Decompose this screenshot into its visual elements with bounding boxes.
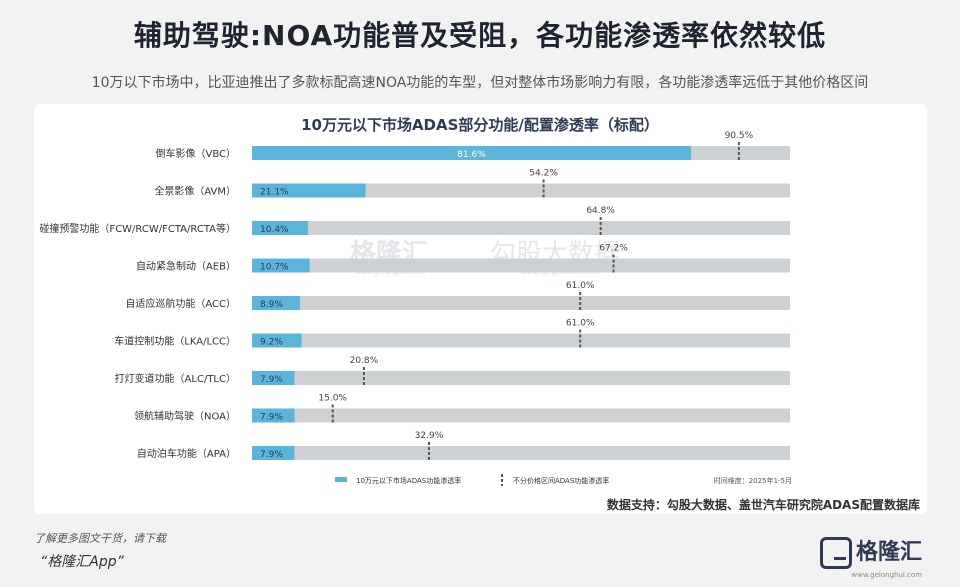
bar-track xyxy=(252,221,790,235)
value-label-under-100k: 8.9% xyxy=(260,300,283,310)
value-label-under-100k: 7.9% xyxy=(260,450,283,460)
value-label-all-price: 15.0% xyxy=(318,394,347,404)
brand-url: www.gelonghui.com xyxy=(851,571,922,579)
legend-label-all-price: 不分价格区间ADAS功能渗透率 xyxy=(513,476,609,485)
bar-under-100k xyxy=(252,371,295,385)
bar-under-100k xyxy=(252,296,300,310)
category-label: 倒车影像（VBC） xyxy=(155,147,236,160)
data-source-note: 数据支持：勾股大数据、盖世汽车研究院ADAS配置数据库 xyxy=(606,498,920,512)
value-label-all-price: 61.0% xyxy=(566,319,595,329)
category-label: 自动泊车功能（APA） xyxy=(137,447,236,460)
bar-under-100k xyxy=(252,221,308,235)
bar-track xyxy=(252,183,790,198)
category-label: 领航辅助驾驶（NOA） xyxy=(134,410,236,423)
value-label-under-100k: 7.9% xyxy=(260,375,283,385)
value-label-under-100k: 9.2% xyxy=(260,338,283,348)
value-label-all-price: 54.2% xyxy=(529,169,558,179)
bar-under-100k xyxy=(252,183,366,198)
download-note: 了解更多图文干货，请下载 xyxy=(34,532,166,545)
time-note: 时间维度：2025年1-5月 xyxy=(714,476,792,485)
bar-under-100k xyxy=(252,146,692,160)
value-label-all-price: 20.8% xyxy=(350,356,379,366)
bar-track xyxy=(252,408,790,423)
brand-name: 格隆汇 xyxy=(855,540,922,565)
bar-track xyxy=(252,258,790,273)
bar-track xyxy=(252,446,790,460)
app-name: “格隆汇App” xyxy=(40,554,124,570)
value-label-under-100k: 10.4% xyxy=(260,225,289,235)
value-label-all-price: 67.2% xyxy=(599,244,628,254)
bar-track xyxy=(252,371,790,385)
legend-swatch-under-100k xyxy=(335,477,347,482)
page-title: 辅助驾驶:NOA功能普及受阻，各功能渗透率依然较低 xyxy=(133,19,827,52)
legend-label-under-100k: 10万元以下市场ADAS功能渗透率 xyxy=(356,476,461,485)
bar-track xyxy=(252,296,790,310)
category-label: 车道控制功能（LKA/LCC） xyxy=(114,335,236,348)
page-subtitle: 10万以下市场中，比亚迪推出了多款标配高速NOA功能的车型，但对整体市场影响力有… xyxy=(91,75,869,91)
category-label: 全景影像（AVM） xyxy=(154,185,236,198)
bar-under-100k xyxy=(252,258,310,273)
brand-g-icon xyxy=(819,537,852,569)
chart-title: 10万元以下市场ADAS部分功能/配置渗透率（标配） xyxy=(301,116,659,134)
brand-logo: 格隆汇 xyxy=(819,537,922,569)
bar-under-100k xyxy=(252,446,295,460)
value-label-all-price: 32.9% xyxy=(415,431,444,441)
category-label: 自动紧急制动（AEB） xyxy=(136,260,236,273)
value-label-under-100k: 21.1% xyxy=(260,188,289,198)
category-label: 打灯变道功能（ALC/TLC） xyxy=(115,372,236,385)
bar-under-100k xyxy=(252,408,295,423)
value-label-under-100k: 7.9% xyxy=(260,413,283,423)
value-label-all-price: 61.0% xyxy=(566,281,595,291)
category-label: 自适应巡航功能（ACC） xyxy=(125,297,236,310)
value-label-under-100k: 81.6% xyxy=(457,150,486,160)
bar-under-100k xyxy=(252,333,302,348)
category-label: 碰撞预警功能（FCW/RCW/FCTA/RCTA等） xyxy=(39,222,236,235)
bar-track xyxy=(252,333,790,348)
value-label-all-price: 64.8% xyxy=(586,206,615,216)
value-label-under-100k: 10.7% xyxy=(260,263,289,273)
value-label-all-price: 90.5% xyxy=(725,131,754,141)
